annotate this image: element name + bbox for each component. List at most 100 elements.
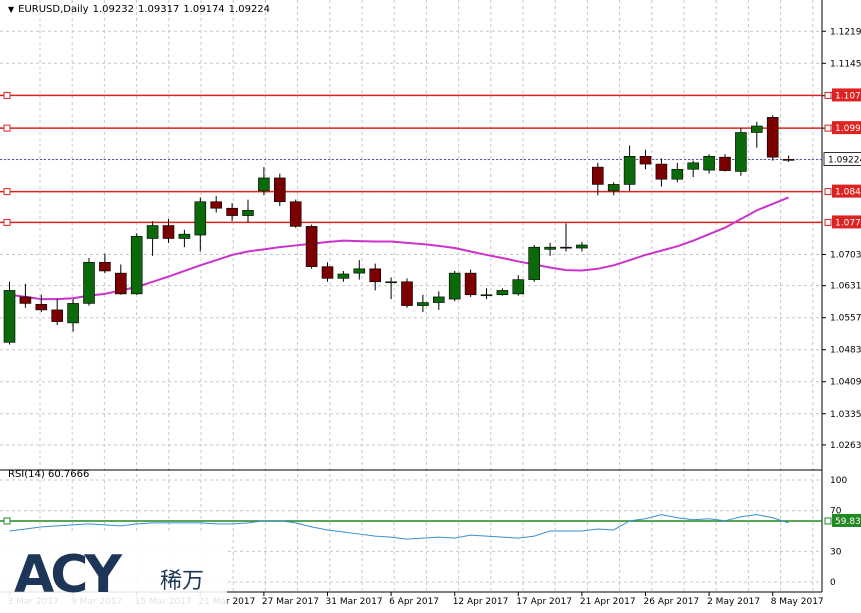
low-value: 1.09174	[183, 4, 225, 15]
candle-body	[178, 233, 191, 239]
level-label: 1.07772	[835, 218, 861, 228]
candle-body	[242, 210, 254, 216]
candle-body	[369, 268, 382, 283]
candle-body	[162, 225, 175, 239]
candle-body	[130, 236, 143, 295]
candle-body	[35, 303, 48, 311]
candle-body	[719, 156, 731, 171]
rsi-line	[9, 514, 789, 540]
candle-body	[289, 201, 302, 227]
candle-body	[782, 159, 795, 161]
level-handle	[3, 188, 11, 196]
candle-body	[273, 177, 286, 203]
level-label-bg	[832, 88, 861, 102]
candle-body	[67, 303, 79, 324]
candle-body	[464, 272, 477, 296]
candle-body	[766, 117, 779, 158]
price-tick-label: 1.04830	[830, 346, 861, 356]
level-handle	[824, 218, 832, 226]
candle-body	[51, 309, 64, 322]
price-tick-label: 1.06310	[830, 282, 861, 292]
price-tick-label: 1.04090	[830, 378, 861, 388]
candle-body	[576, 244, 588, 249]
time-tick-label: 27 Mar 2017	[262, 597, 319, 607]
rsi-level-handle	[3, 517, 11, 525]
rsi-tick-label: 30	[830, 547, 842, 557]
price-tick-label: 1.05570	[830, 314, 861, 324]
candle-body	[448, 272, 461, 300]
time-tick-label: 26 Apr 2017	[644, 597, 700, 607]
rsi-title: RSI(14) 60.7666	[8, 469, 90, 480]
current-price-label: 1.09224	[828, 156, 861, 166]
time-tick-label: 8 May 2017	[771, 597, 824, 607]
candle-body	[19, 296, 32, 304]
candle-body	[3, 290, 16, 343]
logo-chinese: 稀万	[160, 569, 205, 594]
candle-body	[687, 162, 700, 170]
level-label-bg	[832, 121, 861, 135]
level-label: 1.10707	[835, 91, 861, 101]
candle-body	[496, 290, 509, 296]
candle-body	[607, 184, 620, 192]
candle-body	[639, 155, 652, 165]
price-tick-label: 1.02630	[830, 441, 861, 451]
level-label: 1.08484	[835, 188, 861, 198]
time-tick-label: 17 Apr 2017	[516, 597, 572, 607]
level-handle	[3, 124, 11, 132]
acy-logo: ACY 稀万	[0, 533, 227, 613]
candle-body	[146, 225, 159, 239]
rsi-level-handle	[824, 517, 832, 525]
level-handle	[824, 188, 832, 196]
candle-body	[480, 294, 493, 297]
candle-body	[671, 168, 684, 180]
rsi-tick-label: 0	[830, 578, 836, 588]
candle-body	[560, 246, 572, 249]
candle-body	[512, 279, 525, 295]
candle-body	[194, 201, 207, 236]
candle-body	[591, 166, 604, 185]
level-label-bg	[832, 215, 861, 229]
candle-body	[353, 268, 366, 274]
time-tick-label: 2 May 2017	[707, 597, 760, 607]
time-tick-label: 21 Apr 2017	[580, 597, 636, 607]
candle-body	[417, 302, 429, 306]
level-label: 1.09951	[835, 124, 861, 134]
level-label-bg	[832, 184, 861, 198]
time-tick-label: 6 Apr 2017	[389, 597, 439, 607]
candle-body	[115, 272, 127, 295]
symbol-label: EURUSD,Daily	[18, 4, 89, 15]
candle-body	[83, 262, 95, 304]
chart-header: ▼ EURUSD,Daily 1.09232 1.09317 1.09174 1.0922…	[8, 4, 270, 15]
open-value: 1.09232	[92, 4, 134, 15]
candle-body	[226, 207, 238, 216]
level-handle	[824, 91, 832, 99]
candle-body	[703, 155, 715, 171]
time-tick-label: 12 Apr 2017	[453, 597, 509, 607]
candle-body	[655, 163, 668, 180]
current-price-label-bg	[823, 152, 861, 166]
candle-body	[210, 201, 222, 209]
price-tick-label: 1.11450	[830, 59, 861, 69]
level-handle	[824, 124, 832, 132]
candle-body	[544, 246, 556, 250]
candle-body	[528, 246, 541, 280]
candle-body	[750, 125, 763, 133]
rsi-tick-label: 70	[830, 507, 842, 517]
candle-body	[735, 132, 747, 172]
rsi-level-label: 59.8361	[835, 517, 861, 527]
rsi-level-label-bg	[832, 513, 861, 527]
candle-body	[401, 281, 413, 306]
candle-body	[337, 273, 350, 279]
rsi-tick-label: 100	[830, 476, 847, 486]
candle-body	[258, 177, 270, 192]
time-tick-label: 31 Mar 2017	[326, 597, 383, 607]
price-tick-label: 1.12190	[830, 27, 861, 37]
candle-body	[385, 281, 397, 284]
price-tick-label: 1.03350	[830, 410, 861, 420]
dropdown-triangle-icon[interactable]: ▼	[8, 5, 15, 14]
close-value: 1.09224	[228, 4, 271, 15]
